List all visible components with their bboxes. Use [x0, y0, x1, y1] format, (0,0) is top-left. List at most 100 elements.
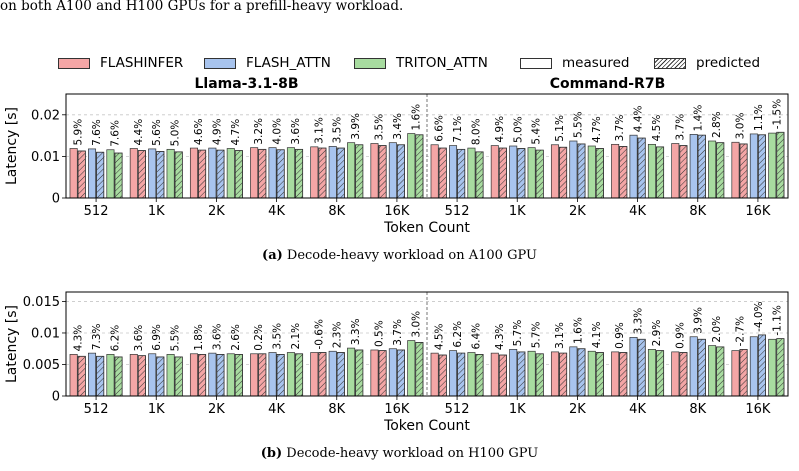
x-tick-label: 8K — [328, 204, 345, 219]
data-label: 6.2% — [109, 325, 121, 352]
data-label: 6.6% — [434, 115, 446, 142]
data-label: 3.2% — [253, 118, 265, 145]
data-label: 5.7% — [512, 320, 524, 347]
x-axis-label: Token Count — [383, 418, 470, 434]
bar-predicted-hatch — [535, 353, 544, 397]
x-tick-label: 8K — [689, 402, 706, 417]
bar-predicted-hatch — [595, 352, 604, 397]
data-label: 1.6% — [410, 104, 422, 131]
legend: FLASHINFER FLASH_ATTN TRITON_ATTN measur… — [58, 54, 778, 74]
bar-measured-flashinfer — [250, 147, 259, 199]
data-label: 1.8% — [193, 324, 205, 351]
bar-predicted-hatch — [77, 355, 86, 397]
data-label: 5.0% — [512, 116, 524, 143]
bar-predicted-hatch — [174, 151, 183, 199]
x-tick-label: 4K — [268, 402, 285, 417]
bar-measured-flashinfer — [129, 354, 138, 397]
bar-measured-flashinfer — [611, 351, 620, 397]
x-tick-label: 2K — [208, 204, 225, 219]
bar-measured-flash-attn — [449, 145, 458, 199]
bar-predicted-hatch — [498, 147, 507, 199]
bar-predicted-hatch — [559, 352, 568, 397]
legend-swatch-predicted — [654, 57, 686, 69]
legend-item-triton-attn: TRITON_ATTN — [354, 54, 488, 72]
bar-predicted-hatch — [415, 134, 424, 199]
data-label: 3.3% — [633, 308, 645, 335]
bar-predicted-hatch — [535, 149, 544, 199]
bar-predicted-hatch — [577, 348, 586, 397]
x-axis-label: Token Count — [383, 220, 470, 236]
bar-measured-flash-attn — [208, 147, 217, 199]
bar-predicted-hatch — [336, 147, 345, 199]
bar-measured-triton-attn — [647, 349, 656, 397]
y-tick-label: 0.005 — [23, 358, 60, 373]
data-label: 5.5% — [170, 325, 182, 352]
bar-measured-triton-attn — [768, 132, 777, 199]
bar-predicted-hatch — [559, 146, 568, 199]
bar-predicted-hatch — [318, 352, 327, 397]
data-label: 4.9% — [494, 116, 506, 143]
bar-measured-flashinfer — [69, 148, 78, 199]
bar-predicted-hatch — [355, 144, 364, 199]
bar-predicted-hatch — [716, 346, 725, 397]
y-tick-label: 0.01 — [31, 326, 60, 341]
data-label: 3.3% — [350, 318, 362, 345]
bar-measured-triton-attn — [166, 354, 175, 397]
data-label: 3.0% — [735, 113, 747, 140]
bar-measured-flashinfer — [490, 352, 499, 397]
data-label: 5.6% — [151, 119, 163, 146]
bar-measured-flash-attn — [328, 146, 337, 199]
x-tick-label: 16K — [384, 402, 410, 417]
legend-swatch-triton-attn — [354, 57, 386, 69]
data-label: -1.5% — [771, 99, 783, 129]
bar-predicted-hatch — [396, 144, 405, 199]
bar-measured-flash-attn — [749, 133, 758, 199]
bar-predicted-hatch — [757, 334, 766, 397]
bar-measured-flashinfer — [430, 352, 439, 397]
chart-a100: Llama-3.1-8B 5.9% 7.6% 7.6% 512 4.4% 5.6% 5.0% 1… — [4, 76, 789, 236]
data-label: 3.6% — [211, 323, 223, 350]
group-title: Llama-3.1-8B — [194, 76, 298, 92]
bar-predicted-hatch — [637, 137, 646, 199]
bar-predicted-hatch — [679, 352, 688, 397]
bar-measured-flashinfer — [310, 352, 319, 397]
bar-measured-flash-attn — [208, 352, 217, 397]
bar-measured-triton-attn — [166, 148, 175, 199]
caption-b: (b) Decode-heavy workload on H100 GPU — [0, 446, 799, 461]
bar-predicted-hatch — [757, 134, 766, 199]
bar-measured-triton-attn — [226, 148, 235, 199]
bar-measured-triton-attn — [527, 147, 536, 199]
data-label: 6.9% — [151, 324, 163, 351]
data-label: 3.4% — [392, 113, 404, 140]
bar-measured-flashinfer — [490, 145, 499, 199]
data-label: 3.7% — [392, 319, 404, 346]
bar-measured-triton-attn — [286, 147, 295, 199]
data-label: 5.0% — [170, 120, 182, 147]
bar-measured-triton-attn — [407, 340, 416, 397]
data-label: 4.4% — [133, 119, 145, 146]
bar-predicted-hatch — [96, 355, 105, 397]
x-tick-label: 8K — [689, 204, 706, 219]
bar-measured-triton-attn — [467, 352, 476, 397]
bar-predicted-hatch — [438, 147, 447, 199]
data-label: 0.9% — [614, 322, 626, 349]
data-label: 7.1% — [452, 116, 464, 143]
bar-predicted-hatch — [619, 146, 628, 199]
x-tick-label: 512 — [84, 204, 109, 219]
legend-label-flash-attn: FLASH_ATTN — [246, 55, 331, 71]
data-label: 4.4% — [633, 105, 645, 132]
bar-predicted-hatch — [258, 148, 267, 199]
caption-a-text: Decode-heavy workload on A100 GPU — [282, 248, 537, 263]
data-label: 7.6% — [91, 119, 103, 146]
data-label: 2.1% — [290, 323, 302, 350]
x-tick-label: 16K — [745, 402, 771, 417]
x-tick-label: 1K — [148, 402, 165, 417]
x-tick-label: 16K — [384, 204, 410, 219]
legend-swatch-measured — [520, 57, 552, 69]
bar-predicted-hatch — [137, 150, 146, 199]
bar-predicted-hatch — [637, 338, 646, 397]
data-label: 3.7% — [614, 115, 626, 142]
data-label: 0.5% — [374, 320, 386, 347]
bar-predicted-hatch — [697, 338, 706, 397]
data-label: 7.3% — [91, 323, 103, 350]
